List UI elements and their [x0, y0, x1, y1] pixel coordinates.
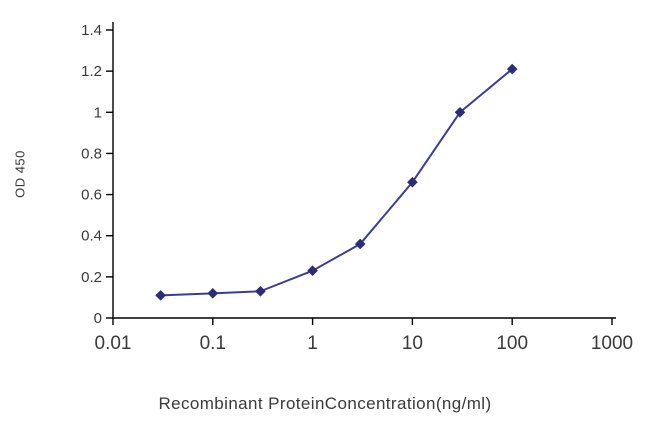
y-tick-label: 0.6 [81, 187, 102, 204]
data-line [160, 68, 513, 297]
x-tick-label: 0.1 [200, 333, 226, 354]
data-point-marker [506, 63, 518, 75]
y-tick-label: 0 [94, 310, 102, 327]
y-tick-label: 1 [94, 104, 102, 121]
y-tick-label: 1.2 [81, 63, 102, 80]
x-axis-title: Recombinant ProteinConcentration(ng/ml) [158, 394, 492, 413]
x-tick-label: 1000 [591, 333, 633, 354]
y-tick-label: 0.8 [81, 145, 102, 162]
y-tick-label: 1.4 [81, 22, 102, 39]
x-tick-label: 0.01 [95, 333, 132, 354]
y-tick-label: 0.2 [81, 269, 102, 286]
data-point-marker [255, 285, 266, 297]
x-tick-label: 100 [496, 333, 528, 354]
data-point-marker [454, 106, 466, 118]
data-point-marker [407, 176, 418, 188]
data-point-marker [307, 265, 318, 276]
y-tick-label: 0.4 [81, 228, 102, 245]
data-point-marker [354, 238, 366, 250]
data-point-marker [207, 288, 219, 299]
x-tick-label: 1 [307, 333, 318, 354]
data-point-marker [155, 290, 166, 301]
y-axis-title: OD 450 [12, 150, 28, 198]
x-tick-label: 10 [402, 333, 423, 354]
